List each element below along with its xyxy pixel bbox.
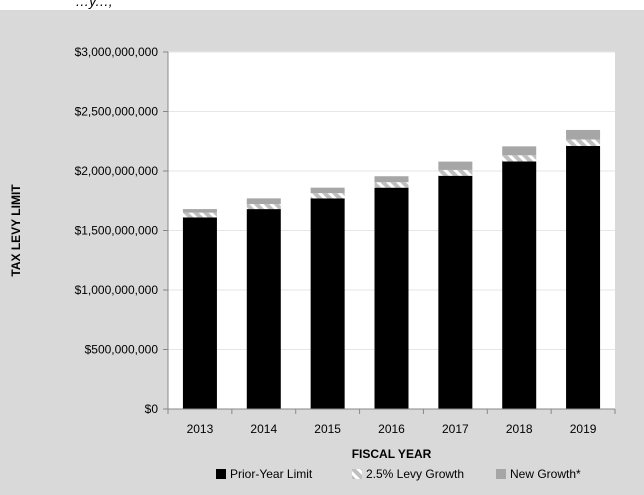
y-tick-label: $1,000,000,000: [75, 283, 159, 297]
bar-new-growth: [566, 129, 601, 140]
bar-levy-growth: [502, 155, 537, 162]
bar-levy-growth: [310, 193, 345, 199]
bar-prior-year-limit: [438, 175, 473, 409]
bar-prior-year-limit: [310, 198, 345, 409]
bar-new-growth: [438, 161, 473, 170]
bar-new-growth: [182, 209, 217, 213]
x-tick-label: 2013: [187, 422, 214, 436]
bar-prior-year-limit: [374, 187, 409, 409]
legend-prior-year-limit-label: Prior-Year Limit: [230, 467, 313, 481]
bar-prior-year-limit: [502, 161, 537, 409]
bar-prior-year-limit: [246, 209, 281, 409]
bar-levy-growth: [246, 204, 281, 210]
y-tick-label: $1,500,000,000: [75, 224, 159, 238]
bar-new-growth: [310, 187, 345, 194]
y-tick-label: $0: [145, 402, 159, 416]
y-tick-label: $2,500,000,000: [75, 105, 159, 119]
bar-prior-year-limit: [182, 217, 217, 409]
y-tick-label: $3,000,000,000: [75, 45, 159, 59]
legend-prior-year-limit-swatch: [216, 469, 226, 479]
x-axis-title: FISCAL YEAR: [352, 447, 432, 461]
bar-new-growth: [246, 198, 281, 205]
cropped-heading-fragment: ...y...,: [76, 0, 114, 9]
bar-levy-growth: [566, 139, 601, 147]
legend-levy-growth-swatch: [352, 469, 362, 479]
x-tick-label: 2015: [314, 422, 341, 436]
x-tick-label: 2019: [570, 422, 597, 436]
bar-new-growth: [374, 176, 409, 183]
x-tick-label: 2014: [250, 422, 277, 436]
bar-new-growth: [502, 146, 537, 156]
y-tick-label: $500,000,000: [85, 343, 159, 357]
legend-new-growth-swatch: [496, 469, 506, 479]
bar-levy-growth: [182, 212, 217, 218]
bar-levy-growth: [438, 169, 473, 176]
legend-new-growth-label: New Growth*: [510, 467, 581, 481]
x-tick-label: 2018: [506, 422, 533, 436]
bar-prior-year-limit: [566, 146, 601, 409]
y-tick-label: $2,000,000,000: [75, 164, 159, 178]
top-strip: ...y...,: [0, 0, 644, 10]
x-tick-label: 2017: [442, 422, 469, 436]
legend-levy-growth-label: 2.5% Levy Growth: [366, 467, 464, 481]
x-tick-label: 2016: [378, 422, 405, 436]
bar-levy-growth: [374, 182, 409, 188]
y-axis-title: TAX LEVY LIMIT: [9, 184, 23, 277]
